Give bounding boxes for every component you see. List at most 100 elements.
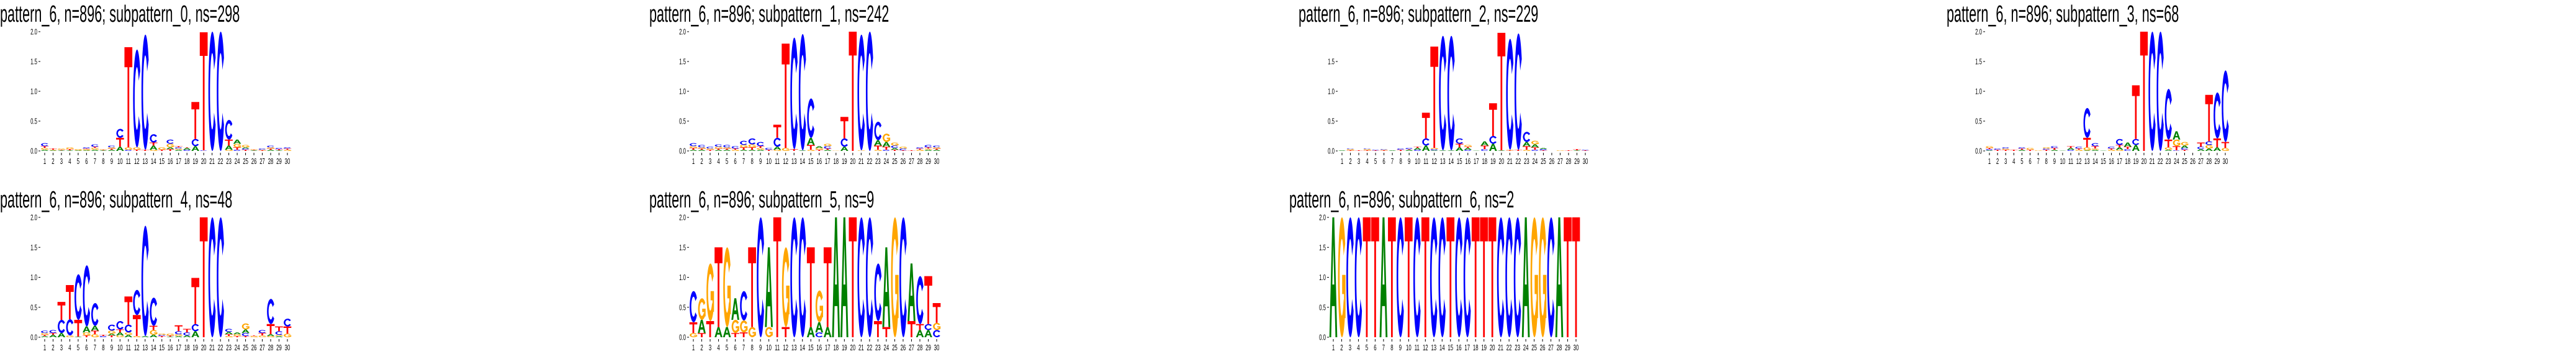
logo-letter-A bbox=[815, 146, 824, 148]
logo-letter-A bbox=[49, 150, 57, 151]
logo-letter-shape bbox=[1539, 150, 1547, 151]
logo-letter-shape bbox=[1388, 217, 1396, 337]
logo-letter-G bbox=[933, 147, 941, 149]
x-tick-label: 4 bbox=[717, 343, 719, 353]
logo-letter-T bbox=[1531, 147, 1539, 150]
logo-letter-shape bbox=[225, 120, 233, 140]
logo-letter-shape bbox=[698, 150, 706, 151]
logo-letter-T bbox=[1354, 150, 1363, 151]
logo-letter-T bbox=[823, 247, 832, 327]
x-tick-label: 1 bbox=[692, 343, 695, 353]
x-tick-label: 26 bbox=[1549, 157, 1555, 166]
logo-letter-C bbox=[2115, 138, 2123, 145]
logo-letter-T bbox=[116, 137, 124, 147]
x-tick-label: 10 bbox=[766, 157, 772, 166]
logo-letter-C bbox=[857, 217, 865, 337]
logo-letter-C bbox=[790, 217, 798, 337]
logo-letter-A bbox=[233, 332, 241, 335]
logo-letter-T bbox=[2042, 150, 2050, 151]
logo-letter-shape bbox=[690, 146, 697, 148]
logo-letter-T bbox=[815, 150, 824, 151]
x-tick-label: 28 bbox=[268, 157, 274, 166]
logo-letter-C bbox=[899, 148, 907, 151]
logo-letter-shape bbox=[2156, 31, 2164, 152]
logo-letter-shape bbox=[182, 147, 191, 148]
logo-letter-C bbox=[815, 332, 823, 338]
logo-letter-T bbox=[2221, 142, 2230, 148]
logo-letter-shape bbox=[2132, 145, 2140, 151]
x-tick-label: 27 bbox=[1548, 343, 1554, 353]
subplot-title: pattern_6, n=896; subpattern_5, ns=9 bbox=[649, 186, 874, 213]
logo-letter-shape bbox=[1421, 112, 1430, 138]
x-tick-label: 30 bbox=[285, 343, 290, 353]
logo-letter-shape bbox=[706, 148, 714, 150]
x-tick-label: 17 bbox=[825, 157, 831, 166]
logo-letter-shape bbox=[689, 148, 698, 150]
logo-letter-shape bbox=[2222, 70, 2229, 142]
logo-letter-G bbox=[2075, 150, 2083, 151]
logo-subplot-4: pattern_6, n=896; subpattern_4, ns=48 0.0… bbox=[0, 186, 292, 353]
logo-letter-shape bbox=[806, 137, 815, 145]
logo-letter-shape bbox=[99, 336, 107, 337]
x-tick-label: 30 bbox=[2223, 157, 2228, 166]
logo-letter-C bbox=[933, 145, 940, 148]
logo-letter-G bbox=[815, 148, 823, 150]
logo-letter-A bbox=[166, 147, 174, 150]
y-tick-label: 0.5 bbox=[1328, 117, 1335, 127]
logo-letter-shape bbox=[225, 139, 233, 146]
logo-letter-shape bbox=[2018, 147, 2025, 149]
logo-letter-shape bbox=[250, 149, 258, 150]
logo-letter-shape bbox=[2164, 147, 2172, 150]
logo-letter-shape bbox=[124, 147, 132, 150]
logo-letter-shape bbox=[83, 265, 91, 327]
logo-letter-shape bbox=[1564, 217, 1572, 337]
logo-letter-shape bbox=[83, 147, 91, 149]
x-tick-label: 14 bbox=[151, 343, 156, 353]
logo-letter-shape bbox=[258, 333, 266, 336]
logo-letter-shape bbox=[2164, 139, 2173, 148]
x-tick-label: 15 bbox=[2101, 157, 2106, 166]
logo-letter-shape bbox=[233, 139, 241, 144]
logo-letter-shape bbox=[806, 327, 815, 337]
logo-letter-shape bbox=[1523, 150, 1531, 151]
logo-letter-shape bbox=[107, 334, 116, 336]
logo-letter-shape bbox=[1371, 217, 1379, 337]
logo-letter-shape bbox=[66, 319, 74, 336]
logo-letter-T bbox=[174, 146, 183, 148]
logo-letter-C bbox=[124, 324, 132, 333]
logo-letter-shape bbox=[66, 147, 74, 150]
logo-letter-C bbox=[690, 291, 697, 322]
logo-letter-shape bbox=[2205, 148, 2213, 151]
logo-letter-shape bbox=[1488, 217, 1497, 337]
logo-letter-shape bbox=[2169, 148, 2173, 150]
logo-letter-shape bbox=[41, 330, 48, 334]
logo-letter-shape bbox=[714, 147, 723, 149]
logo-letter-shape bbox=[731, 320, 739, 334]
logo-letter-shape bbox=[40, 336, 49, 337]
logo-letter-shape bbox=[2221, 142, 2230, 148]
logo-letter-shape bbox=[158, 150, 166, 151]
x-tick-label: 9 bbox=[759, 343, 762, 353]
y-tick-label: 2.0 bbox=[1319, 214, 1326, 223]
logo-letter-shape bbox=[2050, 150, 2058, 151]
x-tick-label: 22 bbox=[1506, 343, 1512, 353]
logo-letter-C bbox=[1363, 148, 1371, 150]
x-tick-label: 15 bbox=[808, 343, 814, 353]
x-tick-label: 3 bbox=[1358, 157, 1360, 166]
logo-letter-shape bbox=[2205, 94, 2213, 142]
logo-letter-shape bbox=[58, 148, 65, 150]
x-tick-label: 8 bbox=[1390, 343, 1393, 353]
logo-letter-shape bbox=[174, 147, 182, 149]
logo-letter-T bbox=[233, 336, 241, 337]
logo-letter-C bbox=[241, 148, 250, 150]
logo-letter-A bbox=[723, 327, 731, 337]
logo-letter-T bbox=[731, 333, 739, 337]
logo-letter-shape bbox=[1464, 145, 1472, 147]
logo-letter-A bbox=[149, 335, 158, 337]
logo-letter-shape bbox=[702, 308, 706, 317]
logo-letter-C bbox=[2124, 149, 2132, 151]
logo-letter-C bbox=[798, 217, 806, 337]
logo-letter-shape bbox=[2213, 147, 2222, 151]
logo-letter-shape bbox=[916, 276, 924, 324]
logo-letter-G bbox=[124, 332, 133, 335]
